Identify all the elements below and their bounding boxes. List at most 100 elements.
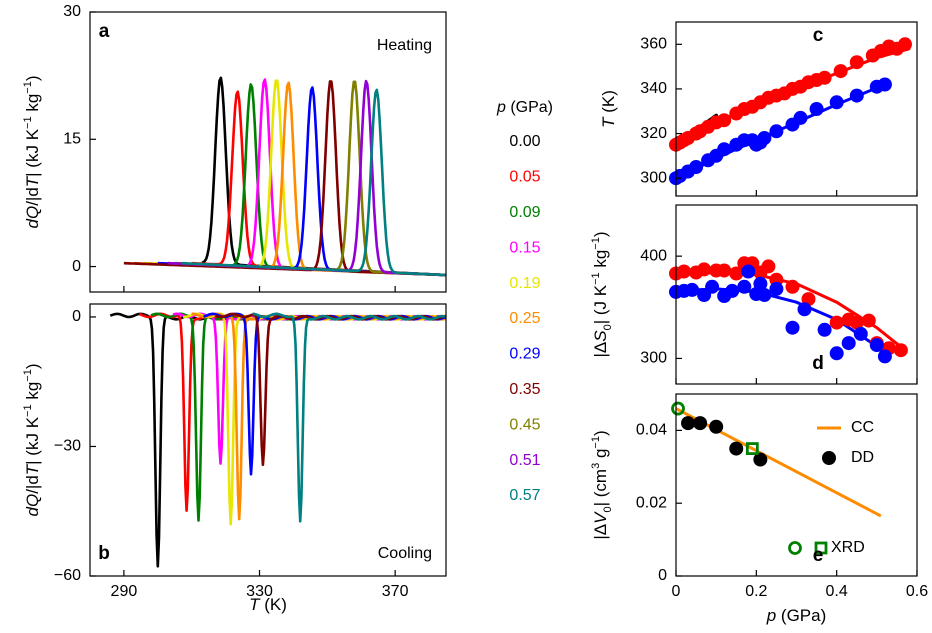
- panel-c-ylabel: T (K): [599, 90, 618, 128]
- legend-xrd-square: [814, 541, 828, 555]
- panel-a-ytick-label: 15: [63, 130, 81, 147]
- xrd-square-point: [745, 442, 759, 456]
- panel-d-ylabel-part: −1: [590, 237, 602, 250]
- panel-b-ylabel-part: −1: [22, 369, 34, 382]
- panel-c-ylabel-part: T: [599, 116, 618, 128]
- heating-point: [785, 279, 800, 294]
- heating-curve-0.29: [157, 86, 446, 277]
- pressure-legend-item: 0.05: [509, 169, 540, 186]
- panel-a-frame: [89, 11, 447, 293]
- pressure-legend-item: 0.57: [509, 487, 540, 504]
- panel-d-ylabel-part: kg: [591, 250, 610, 273]
- cooling-point: [829, 95, 844, 110]
- panel-a-ylabel-part: −1: [22, 81, 34, 94]
- panel-b-ylabel-part: Q: [23, 494, 42, 507]
- legend-dd-label: DD: [851, 449, 874, 466]
- cooling-point: [769, 124, 784, 139]
- panel-a-ytick-label: 0: [72, 258, 81, 275]
- panel-e-ylabel-part: |Δ: [591, 524, 610, 540]
- cooling-point: [817, 322, 832, 337]
- panel-c-letter: c: [813, 25, 824, 46]
- panel-b-xtick-label: 330: [246, 583, 273, 600]
- panel-e-letter: e: [813, 545, 824, 566]
- heating-label: Heating: [377, 37, 432, 54]
- frames-layer: [89, 11, 918, 577]
- heating-point: [833, 64, 848, 79]
- panel-b-ytick-label: −60: [54, 567, 81, 584]
- heating-point: [729, 266, 744, 281]
- panel-b-frame: [89, 303, 447, 577]
- heating-point: [717, 263, 732, 278]
- panel-c-ytick-label: 360: [640, 36, 667, 53]
- heating-point: [849, 315, 864, 330]
- panel-d-ylabel: |ΔS0| (J K−1 kg−1): [590, 231, 614, 357]
- panel-b-xlabel-part: (K): [260, 595, 287, 614]
- panel-d-ylabel-part: −1: [590, 272, 602, 285]
- dd-point: [681, 416, 696, 431]
- panel-b-xtick-label: 370: [382, 583, 409, 600]
- panel-a-ylabel-part: /|d: [23, 187, 42, 206]
- cooling-point: [725, 283, 740, 298]
- heating-point: [761, 259, 776, 274]
- panel-b-ytick-label: 0: [72, 308, 81, 325]
- panel-e-ylabel: |ΔV0| (cm3 g−1): [590, 430, 614, 539]
- cooling-point: [797, 302, 812, 317]
- pressure-legend-item: 0.29: [509, 346, 540, 363]
- panel-d-ylabel-part: S: [591, 330, 610, 342]
- panel-e-ytick-label: 0.04: [636, 422, 667, 439]
- cooling-point: [717, 142, 732, 157]
- pressure-legend-title-part: p: [496, 99, 506, 116]
- cooling-point: [869, 338, 884, 353]
- heating-point: [717, 113, 732, 128]
- panel-d-letter: d: [812, 353, 824, 374]
- panel-a-ylabel-part: kg: [23, 94, 42, 117]
- xrd-circle-point: [671, 401, 685, 416]
- cooling-point: [741, 264, 756, 279]
- panel-c-frame: [675, 21, 918, 197]
- panel-a-ylabel-part: Q: [23, 206, 42, 219]
- cooling-label: Cooling: [378, 545, 432, 562]
- dd-point: [729, 441, 744, 456]
- panel-a-ylabel-part: ): [23, 75, 42, 81]
- cooling-point: [757, 288, 772, 302]
- cooling-point: [809, 102, 824, 116]
- panel-e-ytick-label: 0: [658, 567, 667, 584]
- legend-dd-swatch: [822, 451, 836, 465]
- panel-b-ylabel-part: | (kJ K: [23, 416, 42, 465]
- panel-e-frame: [675, 393, 918, 577]
- cooling-point: [757, 131, 772, 145]
- panel-b-xtick-label: 290: [111, 583, 138, 600]
- cooling-point: [793, 110, 808, 125]
- panel-e-xtick-label: 0: [672, 583, 681, 600]
- heating-point: [697, 262, 712, 277]
- panel-e-ylabel-part: −1: [590, 436, 602, 449]
- panel-b-xlabel: T (K): [249, 595, 287, 614]
- pressure-legend-title-part: (GPa): [506, 99, 553, 116]
- panel-b-ylabel-part: T: [23, 463, 42, 475]
- cooling-curve-0.05: [138, 312, 446, 513]
- panel-d-ytick-label: 300: [640, 350, 667, 367]
- heating-point: [677, 264, 691, 279]
- panel-e-xtick-label: 0.2: [745, 583, 767, 600]
- panel-b-ylabel: dQ/|dT| (kJ K−1 kg−1): [22, 363, 43, 516]
- panel-b-ylabel-part: ): [23, 363, 42, 369]
- panel-d-ylabel-part: | (J K: [591, 284, 610, 324]
- panel-a-ylabel-part: T: [23, 175, 42, 187]
- panel-e-ylabel-part: | (cm: [591, 469, 610, 506]
- panel-e-ylabel-part: ): [591, 430, 610, 436]
- pressure-legend-item: 0.15: [509, 239, 540, 256]
- panel-e-xlabel-part: (GPa): [776, 606, 826, 625]
- cooling-curve-0.00: [109, 312, 446, 568]
- cooling-curve-0.29: [203, 312, 447, 476]
- panel-a-ylabel-part: | (kJ K: [23, 128, 42, 177]
- panel-b-ylabel-part: kg: [23, 382, 42, 405]
- pressure-legend-item: 0.09: [509, 204, 540, 221]
- panel-d-frame: [675, 204, 918, 385]
- cooling-point: [877, 349, 892, 364]
- legend-cc-label: CC: [851, 419, 874, 436]
- dd-point: [693, 416, 708, 431]
- heating-curve-0.25: [134, 81, 446, 277]
- pressure-legend-item: 0.25: [509, 310, 540, 327]
- cooling-point: [769, 281, 784, 296]
